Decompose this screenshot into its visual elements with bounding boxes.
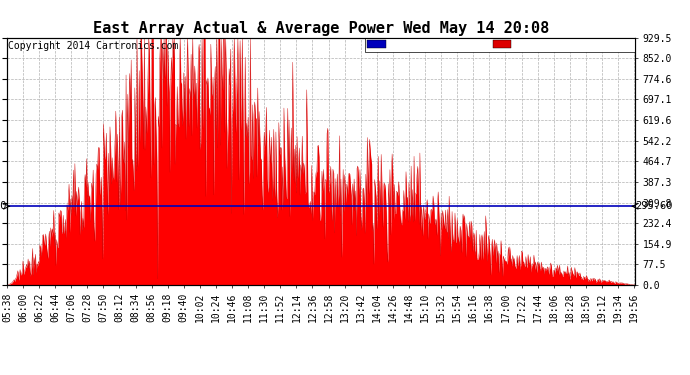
Text: Copyright 2014 Cartronics.com: Copyright 2014 Cartronics.com	[8, 41, 178, 51]
Title: East Array Actual & Average Power Wed May 14 20:08: East Array Actual & Average Power Wed Ma…	[92, 21, 549, 36]
Text: 295.60: 295.60	[635, 201, 673, 211]
Legend: Average  (DC Watts), East Array  (DC Watts): Average (DC Watts), East Array (DC Watts…	[365, 38, 635, 52]
Text: 295.60: 295.60	[0, 201, 6, 211]
